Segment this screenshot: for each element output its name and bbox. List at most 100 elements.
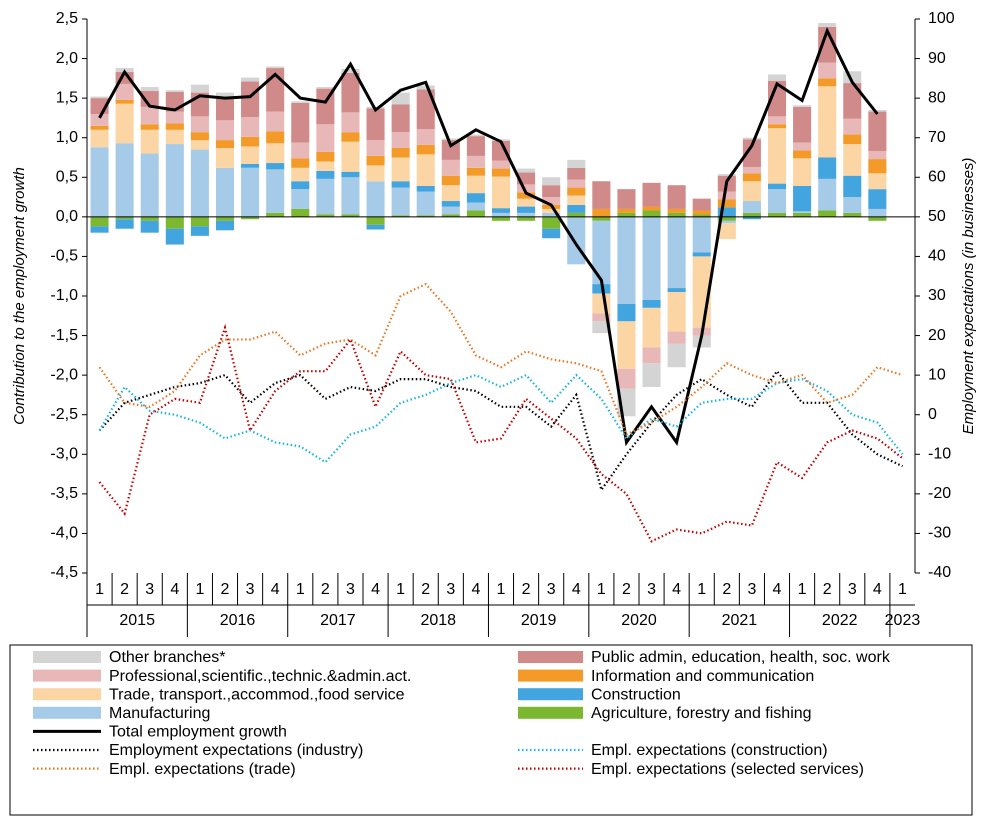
bar-segment — [215, 96, 235, 121]
bar-segment — [567, 159, 586, 168]
x-tick-label: 4 — [572, 581, 581, 598]
bar-segment — [542, 216, 561, 229]
bar-segment — [366, 165, 385, 182]
bar-segment — [416, 129, 435, 145]
x-tick-label: 1 — [597, 581, 606, 598]
bar-segment — [215, 220, 235, 231]
bar-segment — [517, 192, 536, 199]
bar-segment — [793, 106, 812, 143]
y-tick-label: 0,0 — [56, 208, 78, 225]
year-label: 2017 — [320, 612, 356, 629]
legend-swatch — [33, 651, 101, 663]
bar-segment — [617, 321, 636, 369]
x-tick-label: 1 — [396, 581, 405, 598]
bar-segment — [466, 193, 485, 203]
bar-segment — [818, 86, 837, 158]
y2-tick-label: 100 — [928, 10, 955, 27]
legend-label: Agriculture, forestry and fishing — [591, 705, 812, 722]
year-label: 2020 — [621, 612, 657, 629]
bar-segment — [291, 167, 310, 182]
bar-segment — [366, 181, 385, 217]
bar-segment — [592, 293, 611, 314]
y2-tick-label: -20 — [928, 485, 951, 502]
bar-segment — [165, 216, 184, 229]
x-tick-label: 1 — [497, 581, 506, 598]
year-label: 2021 — [722, 612, 758, 629]
x-tick-label: 4 — [371, 581, 380, 598]
bar-segment — [567, 167, 586, 180]
legend-label: Empl. expectations (construction) — [591, 742, 828, 759]
y-tick-label: -1,0 — [50, 287, 78, 304]
y2-tick-label: 0 — [928, 406, 937, 423]
bar-segment — [793, 142, 812, 151]
bar-segment — [215, 140, 235, 149]
y-tick-label: -1,5 — [50, 327, 78, 344]
bar-segment — [140, 106, 159, 125]
bar-segment — [818, 26, 837, 63]
bar-segment — [592, 181, 611, 209]
bar-segment — [617, 303, 636, 322]
year-label: 2016 — [220, 612, 256, 629]
bar-segment — [667, 288, 686, 293]
bar-segment — [692, 252, 711, 257]
y2-tick-label: -10 — [928, 446, 951, 463]
bar-segment — [642, 206, 661, 211]
bar-segment — [215, 148, 235, 168]
y2-tick-label: 20 — [928, 327, 946, 344]
bar-segment — [642, 347, 661, 364]
bar-segment — [416, 185, 435, 192]
legend-label: Total employment growth — [109, 724, 287, 741]
bar-segment — [517, 172, 536, 185]
y2-tick-label: 70 — [928, 129, 946, 146]
bar-segment — [517, 206, 536, 213]
y-tick-label: 0,5 — [56, 169, 78, 186]
y-tick-label: -4,0 — [50, 525, 78, 542]
bar-segment — [818, 210, 837, 217]
x-tick-label: 2 — [522, 581, 531, 598]
bar-segment — [241, 136, 260, 147]
bar-segment — [441, 140, 460, 160]
bar-segment — [868, 216, 887, 221]
legend-swatch — [33, 669, 101, 682]
bar-segment — [316, 214, 335, 217]
bar-segment — [667, 292, 686, 332]
bar-segment — [291, 158, 310, 168]
bar-segment — [266, 169, 285, 213]
bar-segment — [567, 187, 586, 196]
bar-segment — [491, 140, 511, 161]
bar-segment — [767, 128, 787, 184]
x-tick-label: 1 — [898, 581, 907, 598]
year-label: 2022 — [822, 612, 858, 629]
bar-segment — [592, 208, 611, 217]
legend-label: Empl. expectations (selected services) — [591, 761, 864, 778]
y-tick-label: -3,5 — [50, 485, 78, 502]
x-tick-label: 4 — [271, 581, 280, 598]
bar-segment — [491, 212, 511, 217]
bar-segment — [241, 81, 260, 118]
x-tick-label: 2 — [120, 581, 129, 598]
y2-tick-label: 60 — [928, 169, 946, 186]
bar-segment — [793, 105, 812, 107]
bar-segment — [215, 120, 235, 141]
bar-segment — [241, 167, 260, 217]
bar-segment — [366, 216, 385, 225]
bar-segment — [767, 183, 787, 190]
bar-segment — [266, 212, 285, 217]
y2-tick-label: 10 — [928, 366, 946, 383]
bar-segment — [341, 177, 360, 215]
bar-segment — [115, 99, 134, 104]
legend-label: Manufacturing — [109, 705, 210, 722]
bar-segment — [341, 68, 360, 73]
bar-segment — [767, 74, 787, 81]
expectation-line — [98, 373, 904, 464]
bar-segment — [90, 129, 109, 148]
bar-segment — [90, 226, 109, 233]
y-tick-label: 1,5 — [56, 89, 78, 106]
bar-segment — [742, 137, 761, 140]
bar-segment — [416, 215, 435, 217]
bar-segment — [266, 131, 285, 144]
x-tick-label: 4 — [873, 581, 882, 598]
bar-segment — [190, 149, 209, 217]
legend-swatch — [33, 706, 101, 719]
x-tick-label: 1 — [296, 581, 305, 598]
